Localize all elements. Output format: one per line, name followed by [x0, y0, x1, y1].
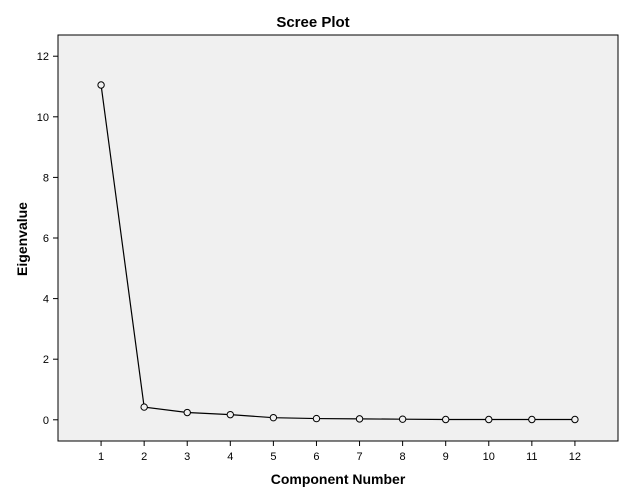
- data-point: [485, 415, 493, 424]
- x-tick-label: 5: [270, 451, 276, 463]
- y-tick-label: 6: [43, 233, 49, 245]
- x-tick-label: 3: [184, 451, 190, 463]
- y-tick-label: 2: [43, 354, 49, 366]
- x-tick-label: 2: [141, 451, 147, 463]
- chart-title: Scree Plot: [276, 14, 349, 31]
- data-point: [528, 415, 536, 424]
- data-point: [355, 415, 364, 423]
- x-tick-label: 6: [313, 451, 319, 463]
- series-line: [100, 84, 575, 421]
- x-axis: 1 2 3 4 5 6 7 8 9 10 11 12: [98, 441, 581, 463]
- x-tick-label: 8: [400, 451, 406, 463]
- plot-area: [57, 34, 619, 442]
- x-tick-label: 4: [227, 451, 233, 463]
- data-point: [398, 415, 407, 423]
- x-axis-title: Component Number: [271, 471, 406, 487]
- series-layer: [97, 81, 579, 424]
- y-tick-label: 12: [37, 51, 49, 63]
- y-axis-title: Eigenvalue: [14, 202, 30, 276]
- data-point: [183, 408, 191, 417]
- data-point: [441, 415, 450, 424]
- y-tick-label: 4: [43, 294, 49, 306]
- data-point: [97, 81, 105, 89]
- x-tick-label: 11: [526, 451, 537, 463]
- x-tick-label: 1: [98, 451, 104, 463]
- data-point: [226, 410, 235, 419]
- x-tick-label: 10: [483, 451, 495, 463]
- y-tick-label: 8: [43, 172, 49, 184]
- x-tick-label: 7: [356, 451, 362, 463]
- y-tick-label: 10: [37, 112, 49, 124]
- y-tick-label: 0: [43, 415, 49, 427]
- data-point: [312, 414, 321, 423]
- data-point: [269, 413, 278, 422]
- y-axis: 0 2 4 6 8 10 12: [37, 51, 58, 427]
- data-point: [140, 403, 148, 411]
- x-tick-label: 9: [443, 451, 449, 463]
- x-tick-label: 12: [569, 451, 581, 463]
- data-point: [571, 415, 579, 424]
